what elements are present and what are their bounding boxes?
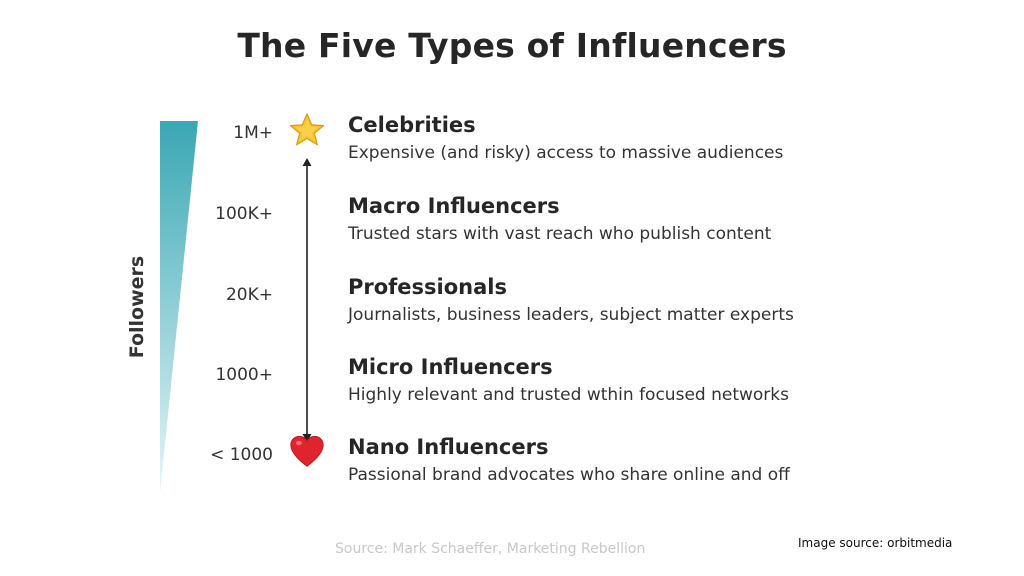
tier-name: Professionals [348, 275, 507, 299]
followers-gradient-wedge [160, 121, 198, 493]
tier-threshold: < 1000 [210, 445, 273, 465]
tier-name: Macro Influencers [348, 194, 560, 218]
tier-row-professionals: 20K+ Professionals Journalists, business… [0, 275, 1024, 345]
tier-row-celebrities: 1M+ Celebrities Expensive (and risky) ac… [0, 113, 1024, 183]
tier-description: Expensive (and risky) access to massive … [348, 143, 784, 163]
tier-row-nano-influencers: < 1000 Nano Influencers Passional brand … [0, 435, 1024, 505]
tier-name: Micro Influencers [348, 355, 553, 379]
tier-description: Highly relevant and trusted wthin focuse… [348, 385, 789, 405]
tier-threshold: 100K+ [215, 204, 273, 224]
tier-threshold: 20K+ [225, 285, 273, 305]
double-arrow [302, 158, 312, 442]
heart-icon [290, 435, 324, 467]
tier-name: Nano Influencers [348, 435, 549, 459]
tier-description: Trusted stars with vast reach who publis… [348, 224, 772, 244]
tier-row-macro-influencers: 100K+ Macro Influencers Trusted stars wi… [0, 194, 1024, 264]
tier-description: Passional brand advocates who share onli… [348, 465, 790, 485]
tier-description: Journalists, business leaders, subject m… [348, 305, 794, 325]
tier-name: Celebrities [348, 113, 476, 137]
tier-threshold: 1000+ [215, 365, 273, 385]
star-icon [289, 113, 325, 146]
tier-threshold: 1M+ [233, 123, 273, 143]
source-credit: Source: Mark Schaeffer, Marketing Rebell… [335, 541, 646, 557]
page-title: The Five Types of Influencers [237, 26, 787, 65]
image-source-credit: Image source: orbitmedia [798, 536, 953, 550]
tier-row-micro-influencers: 1000+ Micro Influencers Highly relevant … [0, 355, 1024, 425]
